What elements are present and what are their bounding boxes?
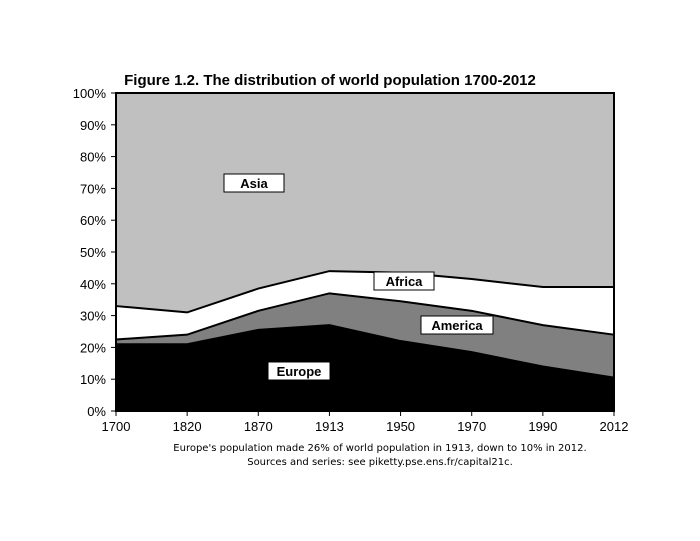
label-box	[373, 271, 435, 291]
area-asia	[116, 93, 614, 313]
label-box	[267, 361, 331, 381]
y-tick-label: 80%	[80, 150, 106, 165]
y-tick-label: 50%	[80, 245, 106, 260]
label-text: Asia	[240, 176, 268, 191]
y-tick-label: 70%	[80, 181, 106, 196]
label-box	[420, 315, 494, 335]
y-tick-label: 100%	[73, 86, 107, 101]
boundary-line-europe	[116, 324, 615, 379]
stacked-areas	[115, 93, 615, 411]
label-america: America	[420, 315, 494, 335]
y-tick-label: 20%	[80, 340, 106, 355]
y-tick-label: 30%	[80, 309, 106, 324]
x-tick-label: 1950	[386, 419, 415, 434]
label-europe: Europe	[267, 361, 331, 381]
x-tick-label: 1870	[244, 419, 273, 434]
series-labels: Europe America Africa Asia	[223, 173, 494, 381]
x-tick-label: 1990	[528, 419, 557, 434]
footnote-sources: Sources and series: see piketty.pse.ens.…	[247, 457, 513, 468]
chart-title: Figure 1.2. The distribution of world po…	[124, 72, 536, 89]
y-tick-label: 10%	[80, 372, 106, 387]
boundary-line-america	[115, 292, 615, 341]
area-europe	[116, 325, 614, 411]
y-tick-label: 90%	[80, 118, 106, 133]
x-tick-label: 1820	[173, 419, 202, 434]
y-tick-label: 60%	[80, 213, 106, 228]
label-text: Africa	[386, 274, 424, 289]
axes: 0% 10% 20% 30% 40% 50% 60% 70% 80% 90% 100% 1700 182…	[73, 86, 629, 434]
area-africa	[116, 271, 614, 340]
x-tick-label: 1700	[102, 419, 131, 434]
label-text: Europe	[277, 364, 322, 379]
y-tick-label: 0%	[87, 404, 106, 419]
x-tick-label: 1913	[315, 419, 344, 434]
label-box	[223, 173, 285, 193]
label-text: America	[431, 318, 483, 333]
label-africa: Africa	[373, 271, 435, 291]
footnote-europe: Europe's population made 26% of world po…	[173, 443, 587, 454]
label-asia: Asia	[223, 173, 285, 193]
x-tick-label: 1970	[457, 419, 486, 434]
boundary-line-africa	[115, 270, 614, 314]
x-tick-label: 2012	[600, 419, 629, 434]
y-tick-label: 40%	[80, 277, 106, 292]
